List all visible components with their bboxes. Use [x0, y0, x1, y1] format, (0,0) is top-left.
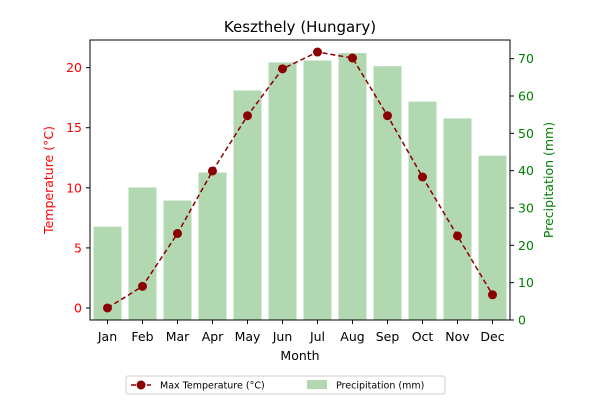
temperature-point-nov [453, 231, 462, 241]
x-tick-label: Dec [480, 329, 504, 344]
legend-line-marker [136, 380, 146, 390]
temperature-point-sep [383, 111, 392, 121]
left-tick-label: 5 [74, 240, 82, 255]
right-axis-label: Precipitation (mm) [541, 122, 556, 238]
precipitation-bar-may [233, 90, 262, 321]
x-tick-label: Oct [412, 329, 434, 344]
precipitation-bar-jul [303, 60, 332, 320]
legend-label-temperature: Max Temperature (°C) [160, 381, 265, 392]
right-tick-label: 60 [518, 89, 534, 104]
temperature-point-aug [348, 53, 357, 63]
temperature-point-oct [418, 172, 427, 182]
left-tick-label: 15 [66, 120, 82, 135]
x-tick-label: Apr [202, 329, 224, 344]
x-tick-label: Feb [131, 329, 153, 344]
precipitation-bar-oct [408, 101, 437, 320]
temperature-point-apr [208, 166, 217, 176]
x-tick-label: Jul [309, 329, 325, 344]
legend-bar-swatch [307, 380, 327, 389]
precipitation-bar-jun [268, 62, 297, 321]
legend: Max Temperature (°C) Precipitation (mm) [125, 375, 446, 395]
precipitation-bar-sep [373, 66, 402, 320]
precipitation-bar-aug [338, 53, 367, 320]
temperature-series-line [107, 51, 494, 309]
precipitation-bar-feb [128, 187, 157, 320]
right-tick-label: 0 [518, 313, 526, 328]
x-tick-label: May [235, 329, 261, 344]
legend-frame [125, 375, 446, 395]
right-tick-label: 40 [518, 163, 534, 178]
x-axis-label: Month [280, 348, 319, 363]
left-tick-label: 20 [66, 60, 82, 75]
right-tick-label: 70 [518, 51, 534, 66]
temperature-point-jan [103, 303, 112, 313]
temperature-point-may [243, 111, 252, 121]
plot-frame [89, 39, 511, 321]
x-tick-label: Sep [376, 329, 400, 344]
temperature-line [103, 47, 497, 313]
right-tick-label: 10 [518, 275, 534, 290]
temperature-point-dec [488, 290, 497, 300]
chart-title: Keszthely (Hungary) [224, 18, 376, 36]
precipitation-bar-mar [163, 200, 192, 320]
x-tick-label: Jun [272, 329, 293, 344]
x-tick-label: Nov [445, 329, 470, 344]
axes: Jan Feb Mar Apr May Jun Jul Aug Sep Oct Nov Dec 0 5 10… [66, 39, 534, 344]
temperature-point-mar [173, 228, 182, 238]
precipitation-bar-apr [198, 172, 227, 320]
temperature-point-feb [138, 281, 147, 291]
right-tick-label: 50 [518, 126, 534, 141]
right-tick-label: 30 [518, 201, 534, 216]
left-tick-label: 10 [66, 180, 82, 195]
left-tick-label: 0 [74, 300, 82, 315]
temperature-point-jul [313, 47, 322, 57]
right-tick-label: 20 [518, 238, 534, 253]
x-tick-label: Aug [340, 329, 364, 344]
x-tick-label: Jan [97, 329, 117, 344]
temperature-point-jun [278, 64, 287, 74]
legend-label-precipitation: Precipitation (mm) [336, 381, 424, 392]
x-tick-label: Mar [166, 329, 190, 344]
left-axis-label: Temperature (°C) [41, 126, 56, 235]
